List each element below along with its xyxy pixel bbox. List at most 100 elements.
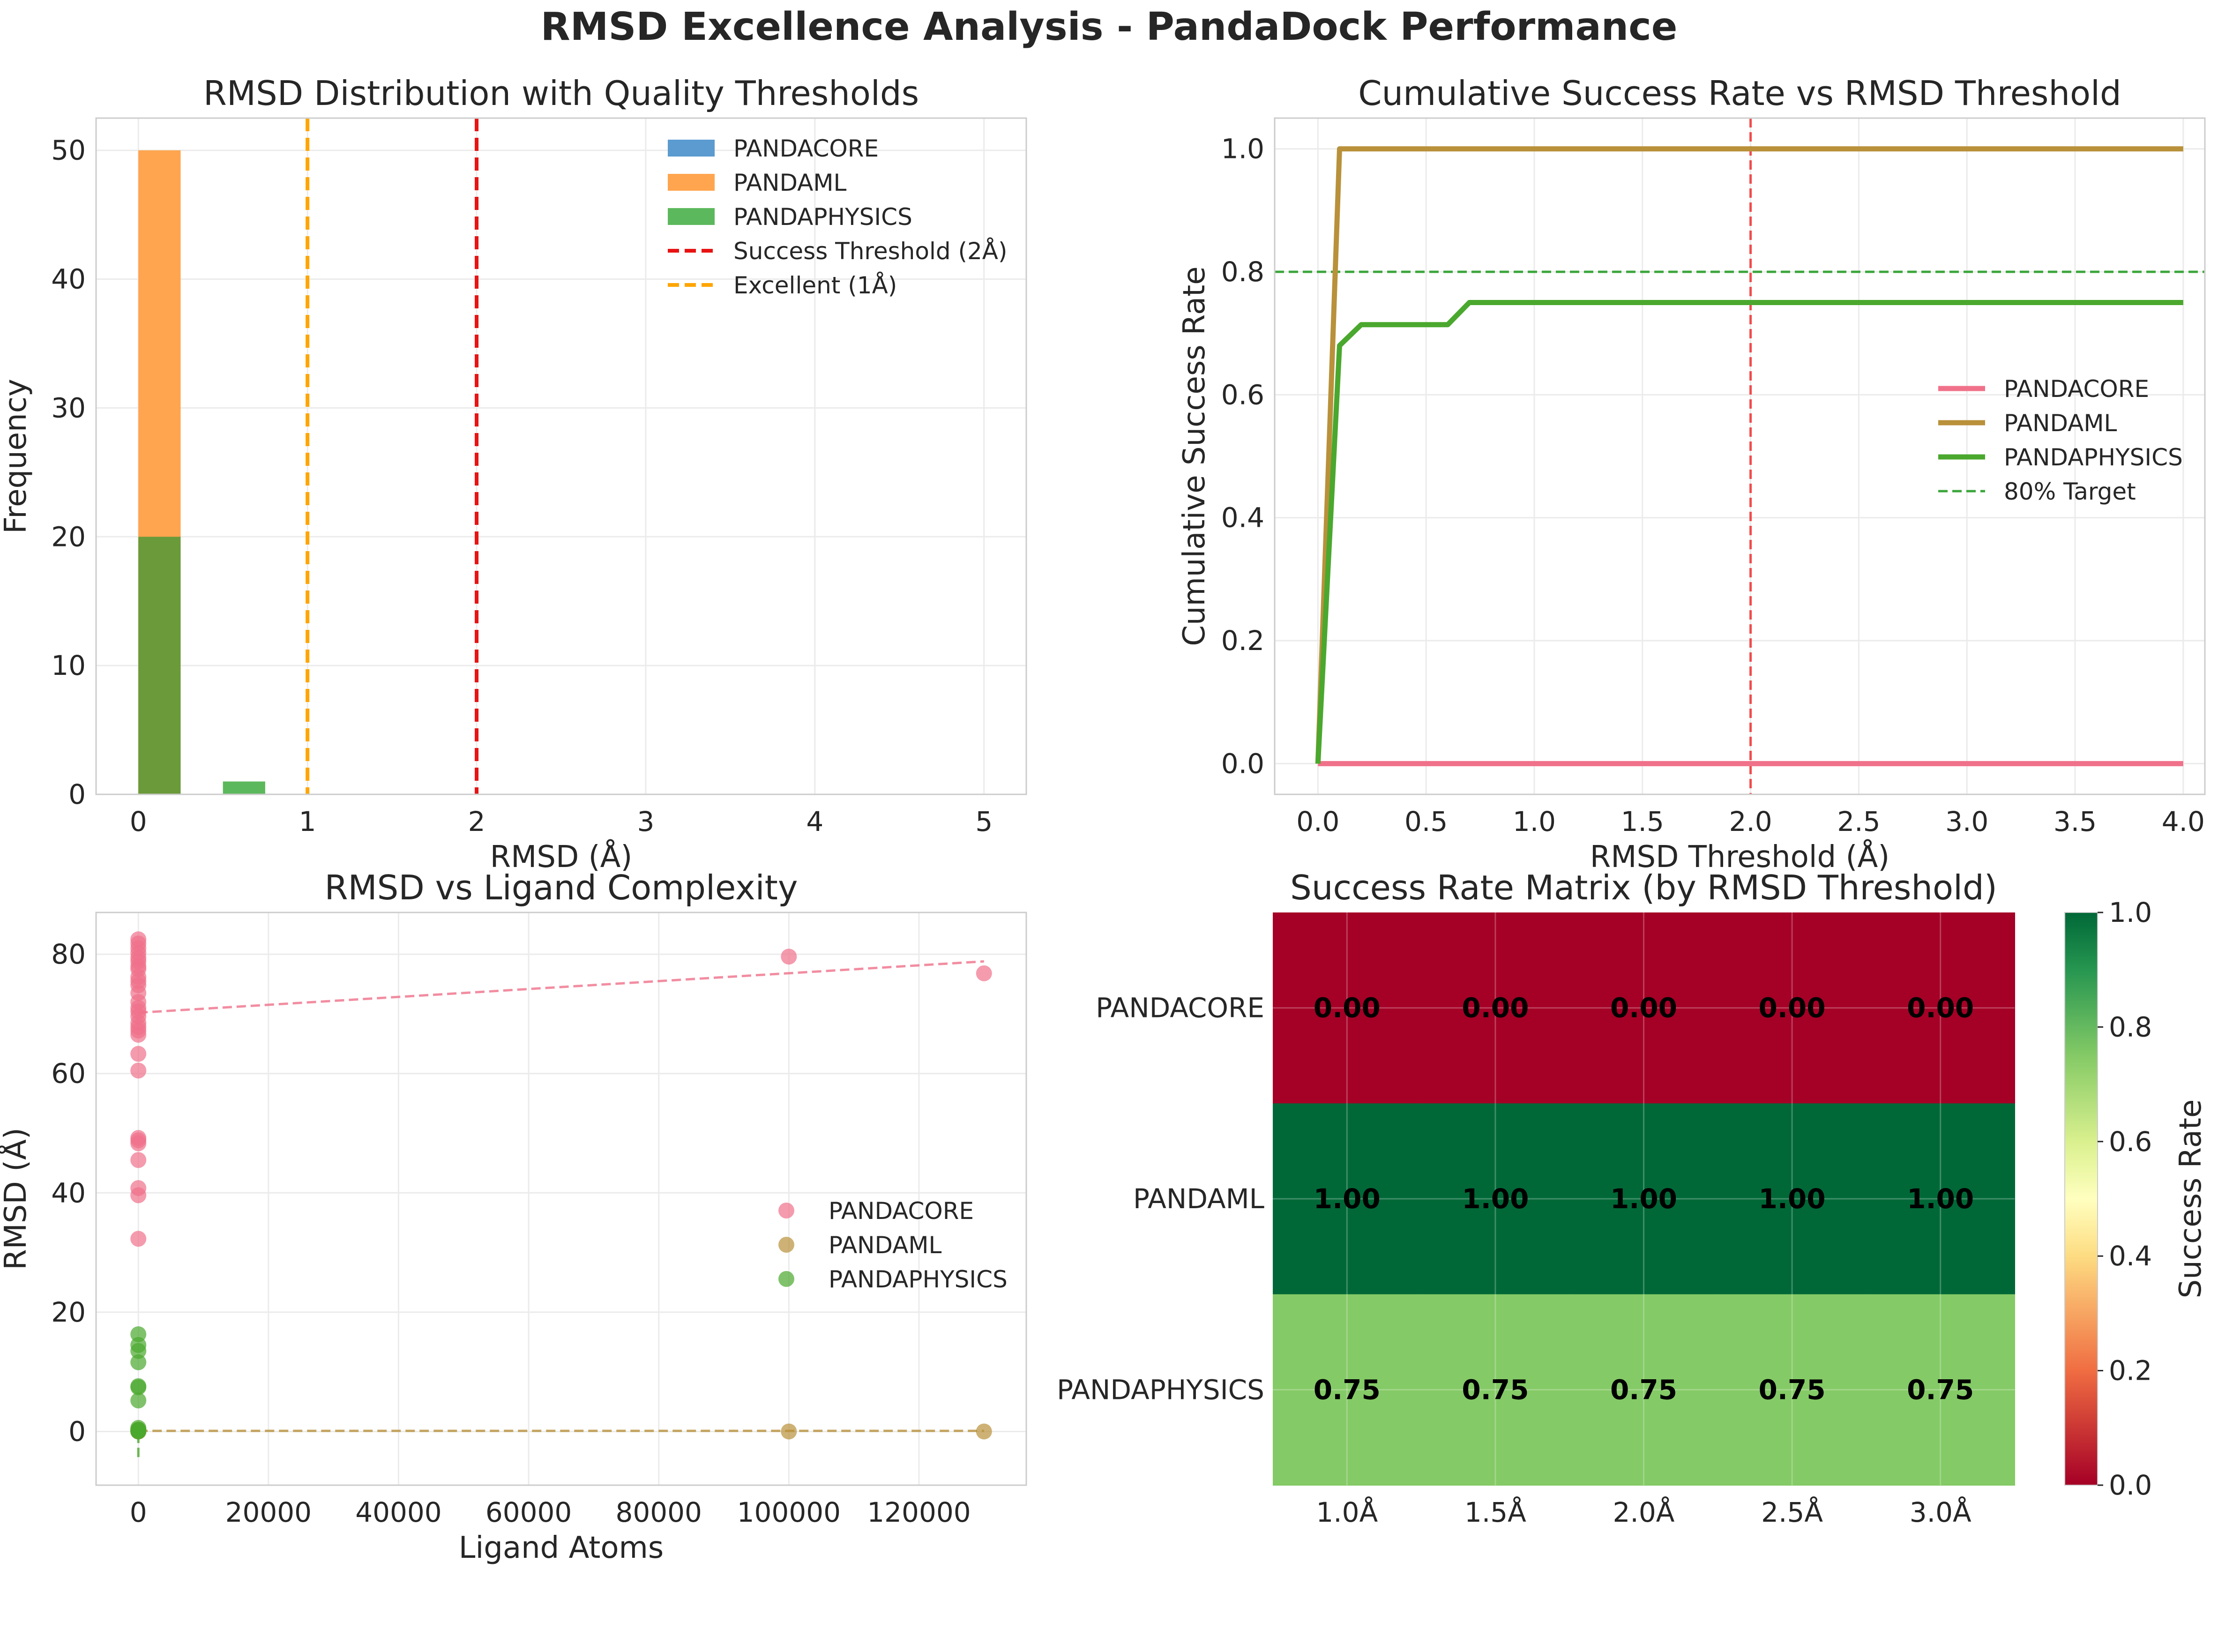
heatmap-cell <box>1421 912 1570 1104</box>
heatmap-value-label: 0.75 <box>1759 1374 1826 1405</box>
x-tick-label: 1.5 <box>1621 806 1664 837</box>
scatter-point-pandacore <box>130 1231 147 1247</box>
y-tick-label: 0.8 <box>1221 256 1264 288</box>
x-tick-label: 80000 <box>615 1496 702 1528</box>
colorbar-tick-label: 0.0 <box>2109 1469 2152 1501</box>
legend-label: PANDAPHYSICS <box>829 1266 1008 1293</box>
scatter-point-pandacore <box>130 1135 147 1151</box>
legend-swatch <box>668 174 715 191</box>
histogram-bar-pandaphysics <box>138 537 181 794</box>
figure-title: RMSD Excellence Analysis - PandaDock Per… <box>540 5 1678 49</box>
colorbar-tick-label: 0.4 <box>2109 1240 2152 1272</box>
colorbar-label: Success Rate <box>2173 1099 2208 1299</box>
x-tick-label: 0.0 <box>1296 806 1339 837</box>
heatmap-value-label: 1.00 <box>1610 1183 1677 1215</box>
legend-swatch <box>668 140 715 157</box>
x-tick-label: 40000 <box>355 1496 442 1528</box>
scatter-point-pandaphysics <box>130 1343 147 1359</box>
row-label: PANDAPHYSICS <box>1057 1374 1264 1405</box>
plot-area <box>1274 117 2206 795</box>
series-line-pandaphysics <box>1315 300 2183 764</box>
scatter-point-pandacore <box>781 949 797 965</box>
plot-border <box>95 117 1027 795</box>
heatmap-cell <box>1718 1294 1867 1486</box>
heatmap-cell <box>1421 1294 1570 1486</box>
legend-swatch <box>778 1237 794 1253</box>
legend-label: PANDAML <box>829 1232 942 1259</box>
x-tick-label: 0.5 <box>1404 806 1448 837</box>
heatmap-cell <box>1421 1103 1570 1295</box>
x-tick-label: 2.0 <box>1729 806 1772 837</box>
y-tick-label: 80 <box>51 938 86 970</box>
heatmap-cell <box>1718 912 1867 1104</box>
y-tick-label: 0 <box>68 1415 86 1447</box>
colorbar-tick-label: 0.6 <box>2109 1126 2152 1158</box>
x-tick-label: 2 <box>468 806 485 837</box>
heatmap-cell <box>1569 912 1718 1104</box>
legend-label: PANDAML <box>733 169 847 196</box>
y-tick-label: 0.4 <box>1221 502 1264 534</box>
legend-swatch <box>778 1203 794 1218</box>
heatmap-cell <box>1866 1294 2015 1486</box>
y-tick-label: 0.6 <box>1221 379 1264 411</box>
heatmap-value-label: 1.00 <box>1907 1183 1974 1215</box>
y-tick-label: 50 <box>51 135 86 166</box>
heatmap-value-label: 0.75 <box>1314 1374 1381 1405</box>
x-tick-label: 5 <box>975 806 993 837</box>
x-tick-label: 60000 <box>485 1496 572 1528</box>
legend-label: Success Threshold (2Å) <box>733 238 1008 265</box>
legend-label: PANDACORE <box>829 1197 974 1225</box>
heatmap-cell <box>1569 1103 1718 1295</box>
x-tick-label: 0 <box>130 806 147 837</box>
heatmap-value-label: 1.00 <box>1759 1183 1826 1215</box>
heatmap-value-label: 0.00 <box>1907 992 1974 1024</box>
heatmap-cell <box>1273 912 1422 1104</box>
scatter-point-pandaphysics <box>130 1354 147 1370</box>
column-label: 2.0Å <box>1613 1496 1675 1528</box>
heatmap-value-label: 1.00 <box>1314 1183 1381 1215</box>
y-tick-label: 1.0 <box>1221 133 1264 165</box>
scatter-point-pandacore <box>130 1187 147 1203</box>
heatmap-cell <box>1718 1103 1867 1295</box>
heatmap-value-label: 0.75 <box>1610 1374 1677 1405</box>
scatter-point-pandaphysics <box>130 1422 147 1438</box>
x-tick-label: 0 <box>130 1496 147 1528</box>
colorbar-tick-label: 0.2 <box>2109 1355 2152 1387</box>
x-tick-label: 100000 <box>737 1496 841 1528</box>
heatmap-value-label: 0.00 <box>1610 992 1677 1024</box>
y-tick-label: 40 <box>51 263 86 295</box>
trend-line-pandacore <box>138 960 984 1014</box>
legend-label: Excellent (1Å) <box>733 272 897 299</box>
x-tick-label: 1 <box>299 806 316 837</box>
x-tick-label: 2.5 <box>1837 806 1880 837</box>
histogram-bar-pandaphysics <box>223 781 265 794</box>
legend-label: PANDAPHYSICS <box>2004 444 2183 471</box>
colorbar-tick-label: 1.0 <box>2109 897 2152 928</box>
heatmap-cell <box>1569 1294 1718 1486</box>
x-axis-label: RMSD (Å) <box>490 839 633 875</box>
scatter-point-pandaphysics <box>130 1379 147 1396</box>
legend-label: PANDACORE <box>2004 375 2149 403</box>
x-axis-label: RMSD Threshold (Å) <box>1590 839 1889 875</box>
scatter-point-pandacore <box>130 1152 147 1168</box>
colorbar-tick-label: 0.8 <box>2109 1011 2152 1043</box>
scatter-point-pandacore <box>130 1026 147 1043</box>
x-tick-label: 3 <box>637 806 655 837</box>
colorbar <box>2064 912 2098 1486</box>
heatmap-value-label: 0.00 <box>1759 992 1826 1024</box>
column-label: 2.5Å <box>1761 1496 1823 1528</box>
y-tick-label: 20 <box>51 521 86 553</box>
y-axis-label: Cumulative Success Rate <box>1177 266 1212 646</box>
y-tick-label: 20 <box>51 1296 86 1328</box>
heatmap-value-label: 0.00 <box>1462 992 1529 1024</box>
legend-swatch <box>778 1271 794 1287</box>
row-label: PANDAML <box>1133 1183 1264 1215</box>
scatter-point-pandacore <box>130 977 147 994</box>
heatmap-cell <box>1866 912 2015 1104</box>
chart-title: RMSD Distribution with Quality Threshold… <box>203 74 919 113</box>
heatmap-value-label: 0.75 <box>1462 1374 1529 1405</box>
y-tick-label: 10 <box>51 650 86 681</box>
x-tick-label: 1.0 <box>1513 806 1556 837</box>
y-tick-label: 0.2 <box>1221 625 1264 657</box>
y-tick-label: 60 <box>51 1058 86 1090</box>
